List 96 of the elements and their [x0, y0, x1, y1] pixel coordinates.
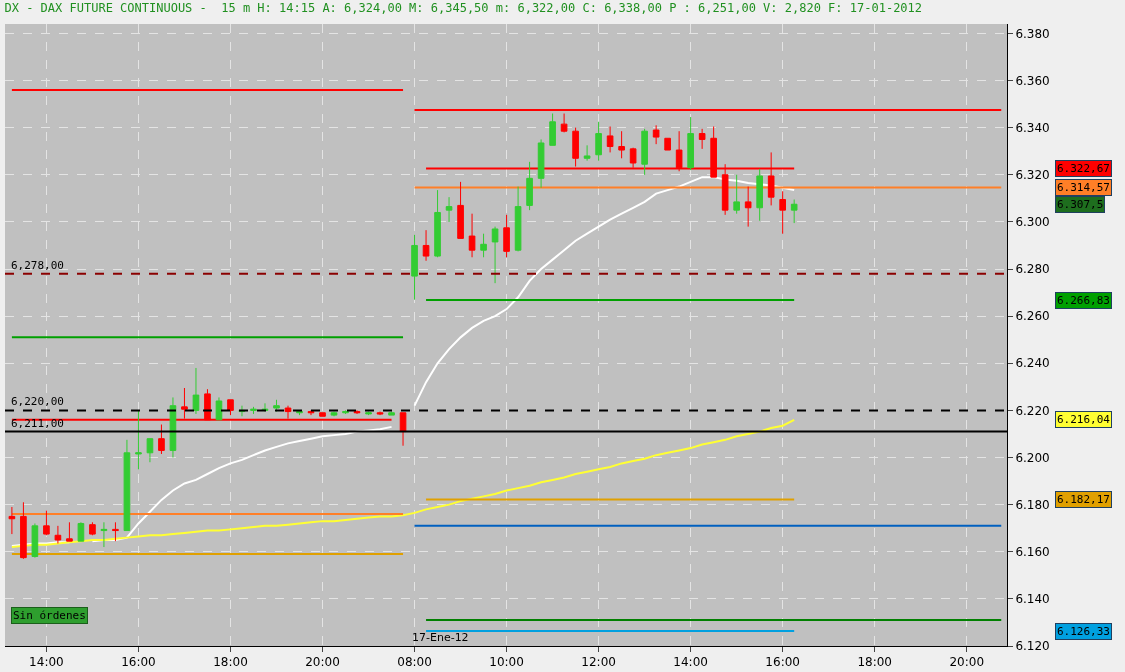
candlestick — [31, 522, 39, 559]
candlestick — [434, 189, 441, 258]
text: 6.182,17 — [1057, 493, 1110, 506]
candlestick — [457, 181, 464, 239]
candlestick — [779, 190, 786, 235]
candlestick — [744, 186, 752, 228]
candlestick — [250, 406, 257, 415]
candlestick — [342, 409, 349, 415]
candlestick — [618, 130, 625, 159]
text: 6.307,5 — [1057, 198, 1104, 211]
x-tick-label: 20:00 — [305, 655, 340, 670]
candlestick — [468, 213, 476, 258]
candlestick — [560, 113, 568, 133]
x-tick-label: 14:00 — [29, 655, 64, 670]
candlestick — [146, 438, 154, 463]
candlestick — [89, 521, 96, 536]
candlestick — [123, 439, 131, 532]
y-tick-label: 6.240 — [1015, 356, 1050, 371]
candlestick — [790, 199, 798, 224]
candlestick — [215, 396, 223, 421]
candlestick — [514, 186, 522, 252]
y-tick-label: 6.200 — [1015, 450, 1050, 465]
ref-line-label: 6,278,00 — [11, 259, 64, 272]
candlestick — [353, 409, 361, 415]
candlestick — [503, 214, 510, 258]
y-tick-label: 6.220 — [1015, 403, 1050, 418]
x-tick-label: 20:00 — [949, 655, 985, 670]
candlestick — [100, 521, 108, 548]
candlestick — [698, 128, 706, 150]
text: 6.266,83 — [1057, 294, 1110, 307]
candlestick — [480, 233, 487, 258]
x-tick-label: 18:00 — [857, 655, 892, 670]
ref-line-label: 6,211,00 — [11, 417, 64, 430]
candlestick — [388, 411, 395, 416]
annotation: 17-Ene-12 — [412, 631, 469, 644]
x-tick-label: 18:00 — [213, 655, 248, 670]
candlestick — [54, 525, 62, 545]
candlestick — [606, 125, 614, 153]
candlestick — [158, 424, 165, 455]
text: 6.322,67 — [1057, 162, 1110, 175]
candlestick — [399, 412, 407, 447]
candlestick — [526, 161, 533, 211]
candlestick — [330, 411, 338, 417]
candlestick — [549, 113, 556, 146]
candlestick — [595, 121, 602, 162]
candlestick — [376, 411, 384, 416]
x-tick-label: 12:00 — [581, 655, 616, 670]
y-tick-label: 6.160 — [1015, 544, 1050, 559]
candlestick — [491, 226, 499, 284]
x-tick-label: 16:00 — [121, 655, 156, 670]
candlestick — [319, 412, 326, 417]
x-tick-label: 16:00 — [765, 655, 800, 670]
candlestick — [756, 168, 763, 222]
candlestick — [66, 521, 73, 542]
candlestick — [20, 501, 27, 560]
candlestick — [687, 116, 694, 171]
text: 6.216,04 — [1057, 413, 1111, 426]
line-series — [10, 418, 796, 549]
candlestick — [422, 229, 430, 262]
candlestick — [227, 399, 234, 416]
candlestick — [664, 137, 671, 151]
candlestick — [641, 128, 648, 176]
candlestick — [273, 399, 280, 413]
y-tick-label: 6.120 — [1015, 639, 1050, 654]
candlestick — [112, 521, 119, 542]
candlestick — [135, 409, 142, 470]
y-tick-label: 6.140 — [1015, 592, 1050, 607]
candlestick — [43, 510, 50, 536]
candlestick — [652, 124, 660, 145]
annotation: Sin órdenes — [13, 609, 86, 622]
x-tick-label: 14:00 — [673, 655, 708, 670]
candlestick — [307, 409, 315, 416]
y-tick-label: 6.280 — [1015, 262, 1050, 277]
candlestick — [77, 521, 85, 542]
y-tick-label: 6.180 — [1015, 497, 1050, 512]
candlestick — [445, 196, 453, 223]
candlestick — [583, 144, 591, 162]
chart-title: DX - DAX FUTURE CONTINUOUS - 15 m H: 14:15 A: 6,324,00 M: 6,345,50 m: 6,322,00 C: 6,338,00 P : 6,251,00 V: 2,820 F: 17-01-2012 — [4, 0, 923, 15]
y-tick-label: 6.260 — [1015, 309, 1050, 324]
candlestick — [733, 174, 740, 215]
y-tick-label: 6.360 — [1015, 73, 1050, 88]
x-tick-label: 10:00 — [489, 655, 524, 670]
y-tick-label: 6.300 — [1015, 215, 1050, 230]
candlestick — [411, 234, 418, 301]
text: 6.126,33 — [1057, 625, 1110, 638]
candlestick — [537, 138, 545, 189]
candlestick — [365, 411, 372, 416]
text: 6.314,57 — [1057, 181, 1110, 194]
candlestick — [192, 367, 200, 415]
y-tick-label: 6.320 — [1015, 167, 1050, 182]
y-tick-label: 6.380 — [1015, 26, 1050, 41]
y-tick-label: 6.340 — [1015, 120, 1050, 135]
candlestick — [8, 506, 16, 535]
candlestick — [169, 396, 177, 459]
x-tick-label: 08:00 — [397, 655, 432, 670]
ref-line-label: 6,220,00 — [11, 395, 64, 408]
